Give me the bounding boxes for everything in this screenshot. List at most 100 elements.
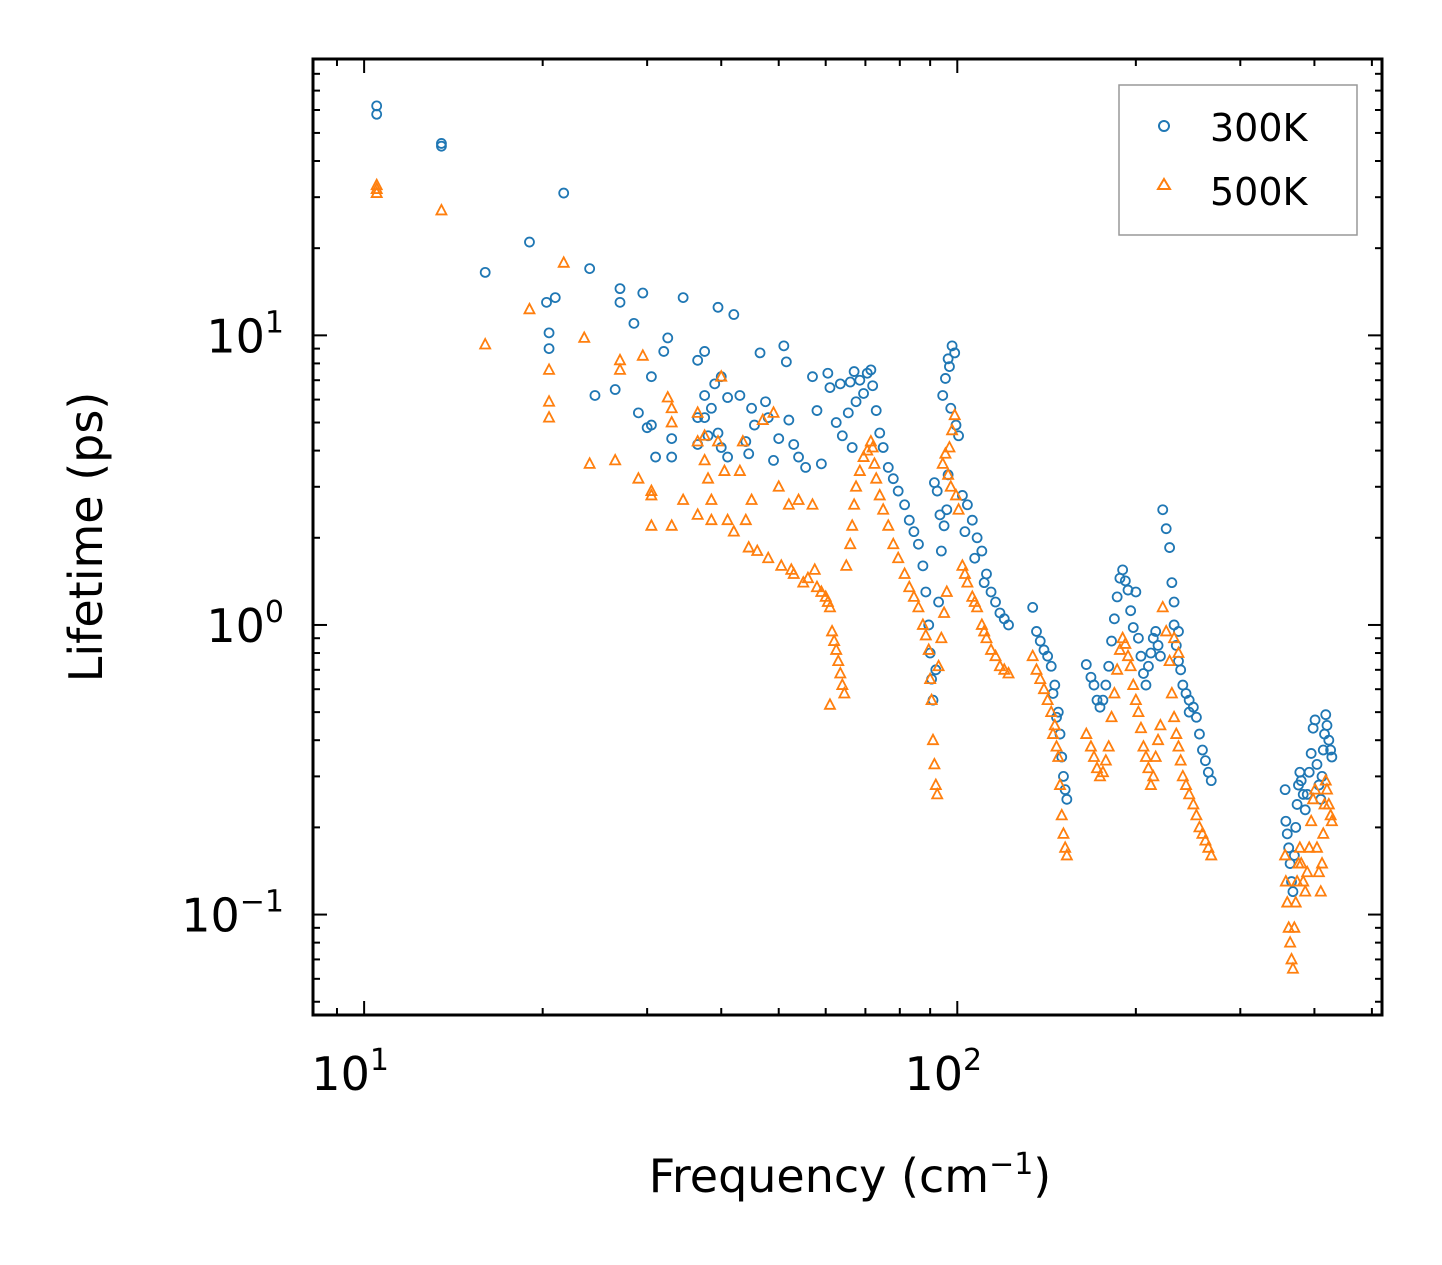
data-point-300K [1103, 660, 1115, 672]
data-point-500K [1096, 764, 1110, 778]
data-point-300K [1135, 650, 1147, 662]
data-point-500K [911, 599, 925, 613]
data-point-500K [787, 566, 801, 579]
data-point-300K [609, 384, 621, 395]
data-point-500K [1151, 732, 1165, 746]
data-point-300K [1290, 821, 1302, 833]
data-point-500K [727, 524, 741, 537]
data-point-500K [1320, 782, 1334, 795]
data-point-500K [1300, 864, 1314, 878]
data-point-300K [931, 485, 943, 497]
data-point-300K [1058, 770, 1069, 782]
legend-label-300k: 300K [1210, 106, 1309, 150]
data-point-500K [922, 642, 936, 655]
data-point-300K [743, 448, 755, 460]
data-point-500K [942, 440, 956, 453]
data-point-500K [997, 662, 1011, 675]
data-point-300K [899, 499, 910, 511]
data-point-500K [1287, 920, 1301, 933]
data-point-500K [1037, 681, 1051, 695]
data-point-500K [542, 362, 556, 375]
data-point-500K [835, 677, 849, 690]
data-point-500K [665, 518, 679, 531]
data-point-300K [712, 301, 724, 313]
data-point-300K [436, 140, 447, 152]
data-point-500K [1302, 840, 1316, 853]
data-point-500K [1171, 739, 1185, 752]
data-point-300K [850, 396, 862, 408]
data-point-300K [1100, 679, 1112, 691]
data-point-500K [717, 463, 731, 476]
data-point-500K [869, 471, 883, 484]
data-point-300K [589, 390, 601, 401]
data-point-300K [1031, 626, 1042, 637]
legend-marker-300k [1158, 120, 1170, 132]
data-point-500K [644, 488, 658, 501]
data-point-500K [1171, 645, 1185, 658]
data-point-300K [524, 236, 535, 248]
data-point-300K [650, 451, 661, 463]
data-point-500K [1204, 848, 1218, 861]
data-point-300K [728, 309, 740, 320]
data-point-300K [1097, 694, 1109, 706]
data-point-300K [722, 392, 734, 403]
data-point-300K [1143, 660, 1154, 672]
data-point-500K [1186, 797, 1200, 810]
data-point-300K [780, 356, 792, 368]
data-point-500K [750, 543, 764, 556]
data-point-300K [1150, 626, 1162, 637]
data-point-500K [577, 330, 591, 343]
x-tick-label: 101 [311, 1043, 389, 1101]
data-point-500K [631, 471, 645, 484]
data-point-300K [870, 405, 882, 416]
data-point-500K [1051, 749, 1065, 762]
data-point-500K [1141, 760, 1155, 774]
data-point-500K [691, 434, 705, 447]
data-point-300K [1281, 828, 1293, 840]
data-point-300K [942, 353, 954, 365]
data-point-500K [936, 456, 950, 469]
data-point-300K [1291, 799, 1303, 810]
data-point-300K [1042, 650, 1054, 662]
legend-box [1118, 84, 1358, 236]
data-point-300K [768, 455, 779, 466]
data-point-500K [1167, 709, 1181, 723]
data-point-300K [815, 458, 827, 470]
data-point-300K [1164, 542, 1176, 553]
data-points [370, 100, 1339, 974]
data-point-500K [608, 452, 622, 466]
data-point-500K [898, 566, 912, 579]
data-point-300K [933, 596, 944, 608]
data-point-300K [734, 390, 746, 401]
data-point-500K [370, 185, 384, 198]
data-point-300K [903, 514, 915, 526]
data-point-300K [746, 402, 757, 414]
x-tick-label: 102 [904, 1043, 982, 1101]
data-point-500K [1322, 797, 1336, 810]
data-point-300K [800, 461, 812, 473]
data-point-500K [1289, 895, 1303, 908]
data-point-500K [613, 362, 627, 375]
data-point-500K [977, 623, 991, 637]
data-point-500K [1285, 951, 1299, 965]
data-point-500K [1048, 717, 1062, 731]
data-point-500K [829, 642, 843, 655]
data-point-500K [721, 512, 735, 526]
data-point-500K [1286, 961, 1300, 974]
data-point-300K [1317, 744, 1329, 756]
data-point-500K [1124, 658, 1138, 672]
data-point-500K [1306, 791, 1320, 805]
data-point-500K [745, 492, 759, 505]
data-point-300K [976, 545, 988, 557]
data-point-300K [1160, 523, 1172, 535]
y-tick-label: 10−1 [181, 885, 284, 943]
data-point-300K [1305, 748, 1317, 759]
data-point-300K [1309, 714, 1321, 726]
data-point-300K [677, 292, 689, 304]
data-point-300K [1197, 744, 1208, 756]
data-point-500K [704, 512, 718, 526]
data-point-500K [1167, 630, 1181, 644]
data-point-300K [934, 509, 946, 521]
data-point-300K [969, 552, 981, 564]
data-point-300K [946, 340, 958, 352]
